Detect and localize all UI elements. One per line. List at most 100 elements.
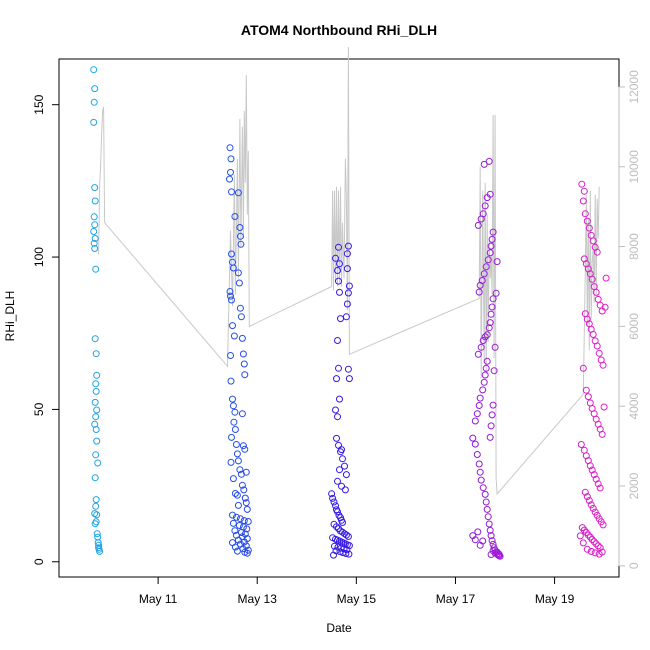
data-point xyxy=(228,188,235,196)
data-point xyxy=(93,406,101,414)
data-point xyxy=(489,401,497,409)
data-point xyxy=(240,517,248,525)
data-point xyxy=(596,544,604,552)
data-point xyxy=(491,343,499,351)
data-point xyxy=(227,168,234,176)
y2-tick-label: 8000 xyxy=(627,233,641,260)
data-point xyxy=(91,474,99,482)
y2-tick-label: 10000 xyxy=(627,150,641,184)
data-point xyxy=(488,537,496,545)
data-point xyxy=(91,510,99,518)
data-point xyxy=(233,491,241,499)
data-point xyxy=(581,488,589,496)
data-point xyxy=(480,378,488,386)
data-point xyxy=(236,515,244,523)
data-point xyxy=(227,352,234,359)
data-point xyxy=(226,288,234,295)
data-point xyxy=(482,364,490,372)
y-axis-label: RHi_DLH xyxy=(3,291,17,342)
data-point xyxy=(93,530,101,538)
data-point xyxy=(474,221,482,229)
data-point xyxy=(229,402,237,410)
data-point xyxy=(485,157,493,165)
data-point xyxy=(333,434,340,442)
data-point xyxy=(227,292,234,300)
data-point xyxy=(337,315,344,323)
data-point xyxy=(93,371,101,379)
data-point xyxy=(90,66,98,74)
data-point xyxy=(584,393,592,401)
data-point xyxy=(479,210,487,218)
y-axis-right: 0 2000 4000 6000 8000 10000 12000 xyxy=(618,70,641,569)
data-point xyxy=(231,527,239,535)
data-point xyxy=(237,313,245,321)
data-point xyxy=(240,360,248,368)
data-point xyxy=(94,539,102,547)
data-point xyxy=(229,258,236,266)
data-point xyxy=(471,417,479,425)
data-point xyxy=(341,462,348,470)
data-point xyxy=(599,361,607,369)
data-point xyxy=(336,260,343,268)
data-point xyxy=(239,442,247,450)
data-point xyxy=(91,221,99,229)
data-point xyxy=(231,408,239,416)
data-point xyxy=(591,549,599,557)
data-point xyxy=(486,190,494,198)
x-tick-label: May 19 xyxy=(535,592,575,606)
data-point xyxy=(93,437,101,445)
data-point xyxy=(583,315,591,323)
data-point xyxy=(469,434,477,442)
data-point xyxy=(480,160,488,168)
data-point xyxy=(334,477,341,485)
y-tick-label: 50 xyxy=(32,402,46,416)
data-point xyxy=(91,197,99,205)
data-point xyxy=(479,337,487,344)
scatter-points-layer xyxy=(90,66,610,560)
data-point xyxy=(329,494,337,502)
data-point xyxy=(339,519,346,526)
data-point xyxy=(473,410,481,418)
data-point xyxy=(236,224,244,231)
data-point xyxy=(483,505,491,513)
data-point xyxy=(236,466,244,474)
data-point xyxy=(479,386,487,394)
data-point xyxy=(579,364,587,372)
data-point xyxy=(229,519,237,527)
data-point xyxy=(596,484,604,492)
data-point xyxy=(493,548,501,556)
data-point xyxy=(243,549,251,557)
data-point xyxy=(485,324,493,332)
data-point xyxy=(482,263,490,271)
data-point xyxy=(576,532,584,540)
data-point xyxy=(328,490,336,498)
data-point xyxy=(91,245,99,252)
data-point xyxy=(91,520,99,528)
data-point xyxy=(484,513,492,521)
data-point xyxy=(474,350,482,358)
data-point xyxy=(228,433,235,441)
data-point xyxy=(232,441,240,448)
data-point xyxy=(92,413,100,421)
data-point xyxy=(232,513,240,521)
data-point xyxy=(231,543,239,551)
data-point xyxy=(95,544,103,552)
data-point xyxy=(342,531,350,539)
data-point xyxy=(92,387,100,395)
data-point xyxy=(333,523,340,531)
data-point xyxy=(333,375,340,383)
data-point xyxy=(244,518,252,525)
y2-tick-label: 6000 xyxy=(627,313,641,340)
data-point xyxy=(479,484,487,492)
data-point xyxy=(579,539,587,547)
data-point xyxy=(331,542,338,550)
data-point xyxy=(237,470,245,478)
data-point xyxy=(475,402,483,409)
data-point xyxy=(237,240,245,248)
data-point xyxy=(594,542,602,550)
data-point xyxy=(92,451,100,459)
data-point xyxy=(240,486,248,494)
data-point xyxy=(483,331,491,339)
data-point xyxy=(234,457,242,465)
